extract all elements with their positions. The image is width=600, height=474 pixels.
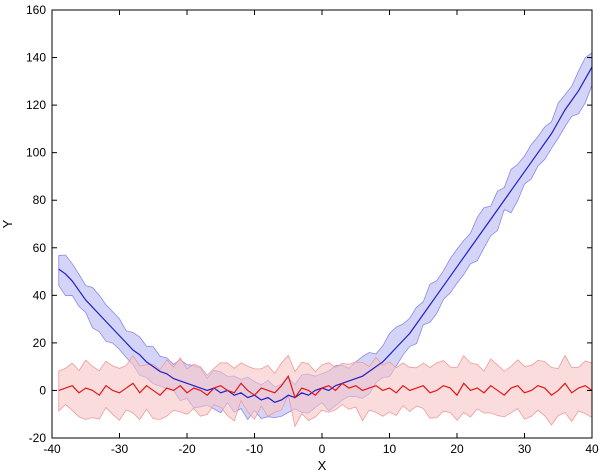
x-tick-label: 0 [319, 442, 326, 456]
x-tick-label: -10 [246, 442, 264, 456]
x-tick-label: 10 [383, 442, 397, 456]
x-tick-label: 40 [585, 442, 599, 456]
confidence-bands [58, 51, 593, 428]
y-tick-label: 40 [33, 288, 47, 302]
y-tick-label: 0 [39, 383, 46, 397]
y-tick-label: -20 [29, 431, 47, 445]
x-tick-label: -30 [111, 442, 129, 456]
y-tick-label: 120 [26, 98, 46, 112]
x-axis-label: X [318, 458, 327, 473]
y-tick-label: 140 [26, 51, 46, 65]
series-line-1 [58, 66, 593, 404]
x-tick-label: 30 [518, 442, 532, 456]
series-lines [58, 66, 593, 404]
y-tick-label: 60 [33, 241, 47, 255]
y-tick-label: 20 [33, 336, 47, 350]
x-tick-label: -40 [43, 442, 61, 456]
y-axis-label: Y [0, 219, 15, 228]
y-tick-label: 160 [26, 3, 46, 17]
x-tick-label: 20 [450, 442, 464, 456]
y-axis-ticks: -20 0 20 40 60 80 100 120 140 160 [26, 3, 592, 445]
series-line-2 [58, 374, 593, 399]
y-tick-label: 80 [33, 193, 47, 207]
x-axis-ticks: -40 -30 -20 -10 0 10 20 30 40 [43, 10, 599, 456]
x-tick-label: -20 [178, 442, 196, 456]
y-tick-label: 100 [26, 146, 46, 160]
